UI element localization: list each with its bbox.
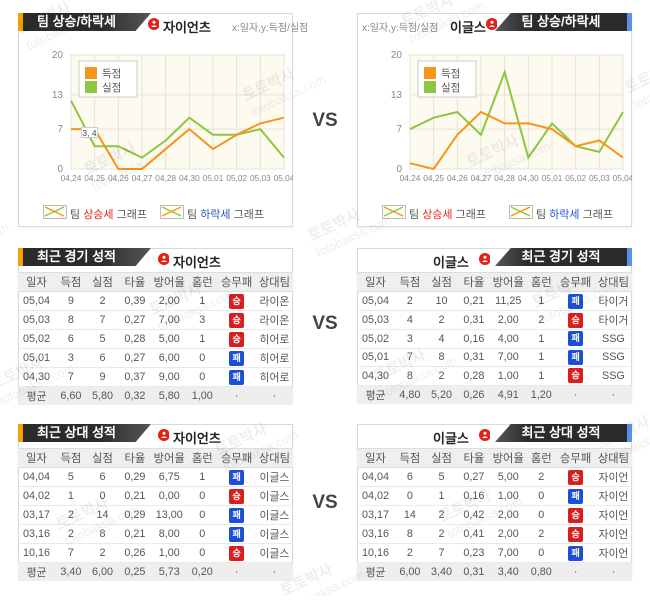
svg-text:득점: 득점 [441,68,460,80]
svg-text:13: 13 [52,90,64,101]
svg-text:05,04: 05,04 [274,173,293,183]
svg-text:04,27: 04,27 [132,173,153,183]
svg-text:04,30: 04,30 [179,173,200,183]
svg-text:득점: 득점 [102,68,121,80]
svg-text:실점: 실점 [441,82,460,94]
svg-text:05,01: 05,01 [203,173,224,183]
svg-text:04,25: 04,25 [423,173,444,183]
svg-text:05,02: 05,02 [226,173,247,183]
svg-text:05,03: 05,03 [250,173,271,183]
svg-text:13: 13 [391,90,403,101]
svg-text:7: 7 [57,124,63,135]
svg-text:04,25: 04,25 [84,173,105,183]
svg-text:05,03: 05,03 [589,173,610,183]
svg-text:04,30: 04,30 [518,173,539,183]
svg-text:실점: 실점 [102,82,121,94]
svg-text:04,24: 04,24 [400,173,421,183]
svg-text:20: 20 [391,50,403,61]
svg-text:05,04: 05,04 [613,173,632,183]
svg-text:04,26: 04,26 [108,173,129,183]
svg-text:05,01: 05,01 [542,173,563,183]
svg-text:04,28: 04,28 [155,173,176,183]
svg-text:04,24: 04,24 [61,173,82,183]
svg-text:04,26: 04,26 [447,173,468,183]
svg-text:7: 7 [396,124,402,135]
svg-text:05,02: 05,02 [565,173,586,183]
svg-text:04,28: 04,28 [494,173,515,183]
svg-text:04,27: 04,27 [471,173,492,183]
svg-text:20: 20 [52,50,64,61]
